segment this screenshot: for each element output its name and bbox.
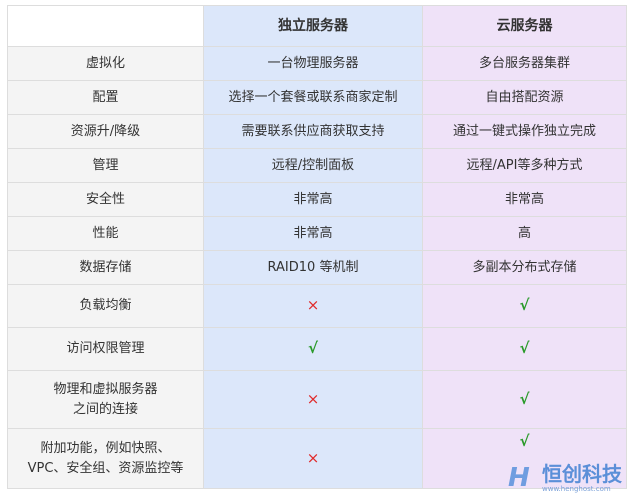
table-row: 性能 非常高 高	[7, 216, 627, 251]
cloud-cell: 非常高	[422, 182, 627, 217]
dedicated-cell: 需要联系供应商获取支持	[203, 114, 423, 149]
table-row: 访问权限管理 √ √	[7, 327, 627, 371]
dedicated-cell: 非常高	[203, 216, 423, 251]
dedicated-cell: ×	[203, 284, 423, 328]
cloud-cell: √	[422, 428, 627, 489]
cell-text: 非常高	[293, 225, 333, 241]
row-label: 虚拟化	[7, 46, 204, 81]
cell-text: 自由搭配资源	[485, 89, 564, 105]
row-label: 配置	[7, 80, 204, 115]
cell-text: 高	[517, 225, 531, 241]
cloud-cell: 通过一键式操作独立完成	[422, 114, 627, 149]
cell-text: 访问权限管理	[66, 341, 145, 356]
row-label: 访问权限管理	[7, 327, 204, 371]
cell-text: 虚拟化	[85, 55, 125, 71]
cell-text: 远程/控制面板	[271, 157, 355, 173]
row-label: 管理	[7, 148, 204, 183]
dedicated-cell: ×	[203, 370, 423, 429]
table-row: 数据存储 RAID10 等机制 多副本分布式存储	[7, 250, 627, 285]
row-label: 物理和虚拟服务器 之间的连接	[7, 370, 204, 429]
cell-text: 多台服务器集群	[478, 55, 570, 71]
comparison-table: 独立服务器 云服务器 虚拟化 一台物理服务器 多台服务器集群配置 选择一个套餐或联系商…	[7, 5, 627, 489]
cell-text: 多副本分布式存储	[472, 259, 577, 275]
cell-text: 一台物理服务器	[267, 55, 359, 71]
check-icon: √	[519, 339, 530, 357]
check-icon: √	[519, 389, 530, 408]
cloud-cell: 自由搭配资源	[422, 80, 627, 115]
cloud-cell: 多台服务器集群	[422, 46, 627, 81]
check-icon: √	[519, 432, 530, 450]
dedicated-cell: 选择一个套餐或联系商家定制	[203, 80, 423, 115]
dedicated-cell: 远程/控制面板	[203, 148, 423, 183]
header-cloud: 云服务器	[422, 5, 627, 47]
table-row: 附加功能，例如快照、 VPC、安全组、资源监控等 × √	[7, 428, 627, 489]
cross-icon: ×	[306, 389, 320, 408]
logo-url: www.henghost.com	[542, 485, 611, 493]
header-empty	[7, 5, 204, 47]
cell-text: 远程/API等多种方式	[466, 157, 583, 173]
check-icon: √	[519, 296, 530, 314]
table-row: 负载均衡 × √	[7, 284, 627, 328]
cell-text: 非常高	[293, 191, 333, 207]
row-label: 安全性	[7, 182, 204, 217]
dedicated-cell: √	[203, 327, 423, 371]
cell-text: 管理	[92, 157, 119, 173]
cell-text: 安全性	[85, 191, 125, 207]
table-row: 物理和虚拟服务器 之间的连接 × √	[7, 370, 627, 429]
cross-icon: ×	[306, 448, 320, 467]
cell-text: 资源升/降级	[70, 123, 141, 139]
row-label: 数据存储	[7, 250, 204, 285]
watermark-logo: H 恒创科技 www.henghost.com	[508, 463, 622, 493]
cloud-cell: 多副本分布式存储	[422, 250, 627, 285]
cloud-cell: 远程/API等多种方式	[422, 148, 627, 183]
table-row: 资源升/降级 需要联系供应商获取支持 通过一键式操作独立完成	[7, 114, 627, 149]
row-label: 附加功能，例如快照、 VPC、安全组、资源监控等	[7, 428, 204, 489]
row-label: 资源升/降级	[7, 114, 204, 149]
check-icon: √	[307, 339, 318, 357]
logo-icon: H	[508, 463, 530, 493]
dedicated-cell: 非常高	[203, 182, 423, 217]
cell-text: 非常高	[504, 191, 544, 207]
row-label: 性能	[7, 216, 204, 251]
table-row: 管理 远程/控制面板 远程/API等多种方式	[7, 148, 627, 183]
cell-text: 物理和虚拟服务器 之间的连接	[53, 381, 158, 417]
cell-text: 负载均衡	[79, 298, 132, 313]
cloud-cell: 高	[422, 216, 627, 251]
logo-name: 恒创科技	[542, 462, 622, 486]
cell-text: RAID10 等机制	[267, 259, 359, 275]
table-row: 配置 选择一个套餐或联系商家定制 自由搭配资源	[7, 80, 627, 115]
cloud-cell: √	[422, 327, 627, 371]
cell-text: 需要联系供应商获取支持	[241, 123, 385, 139]
dedicated-cell: RAID10 等机制	[203, 250, 423, 285]
cloud-cell: √	[422, 370, 627, 429]
table-row: 安全性 非常高 非常高	[7, 182, 627, 217]
cell-text: 选择一个套餐或联系商家定制	[228, 89, 398, 105]
cell-text: 配置	[92, 89, 119, 105]
cell-text: 性能	[92, 225, 119, 241]
header-row: 独立服务器 云服务器	[7, 5, 627, 47]
cell-text: 通过一键式操作独立完成	[452, 123, 596, 139]
row-label: 负载均衡	[7, 284, 204, 328]
dedicated-cell: ×	[203, 428, 423, 489]
cross-icon: ×	[306, 296, 320, 314]
cloud-cell: √	[422, 284, 627, 328]
cell-text: 附加功能，例如快照、 VPC、安全组、资源监控等	[27, 440, 184, 476]
dedicated-cell: 一台物理服务器	[203, 46, 423, 81]
table-row: 虚拟化 一台物理服务器 多台服务器集群	[7, 46, 627, 81]
header-dedicated: 独立服务器	[203, 5, 423, 47]
cell-text: 数据存储	[79, 259, 132, 275]
